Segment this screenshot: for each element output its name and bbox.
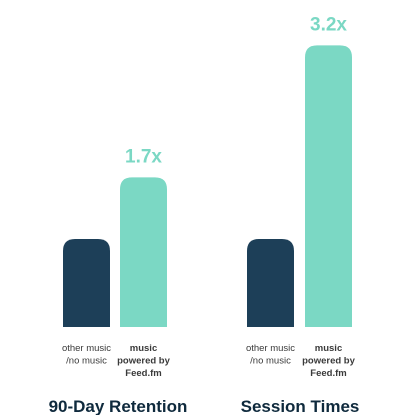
- category-label-line: other music: [62, 343, 111, 354]
- category-label-line: music: [130, 343, 157, 354]
- multiplier-label: 3.2x: [310, 14, 347, 35]
- category-label-line: powered by: [302, 356, 356, 367]
- multiplier-label: 1.7x: [125, 146, 162, 167]
- category-label-line: music: [315, 343, 342, 354]
- category-label-line: /no music: [250, 356, 291, 367]
- baseline-bar: [247, 239, 294, 327]
- feedfm-bar: [305, 45, 352, 328]
- category-label-line: powered by: [117, 356, 171, 367]
- chart-panel-2: other music/no music music powered by Feed.…: [241, 14, 360, 415]
- category-label-line: /no music: [66, 356, 107, 367]
- chart-title: Session Times: [241, 397, 360, 415]
- category-label: music powered by Feed.fm: [117, 343, 171, 379]
- category-label-line: other music: [246, 343, 295, 354]
- chart-title: 90-Day Retention: [49, 397, 188, 415]
- feedfm-bar: [120, 177, 167, 327]
- category-label: other music/no music: [62, 343, 111, 367]
- category-label: other music/no music: [246, 343, 295, 367]
- baseline-bar: [63, 239, 110, 327]
- chart-panel-1: other music/no music music powered by Feed.…: [49, 146, 188, 415]
- category-label-line: Feed.fm: [310, 368, 346, 379]
- category-label-line: Feed.fm: [125, 368, 161, 379]
- category-label: music powered by Feed.fm: [302, 343, 356, 379]
